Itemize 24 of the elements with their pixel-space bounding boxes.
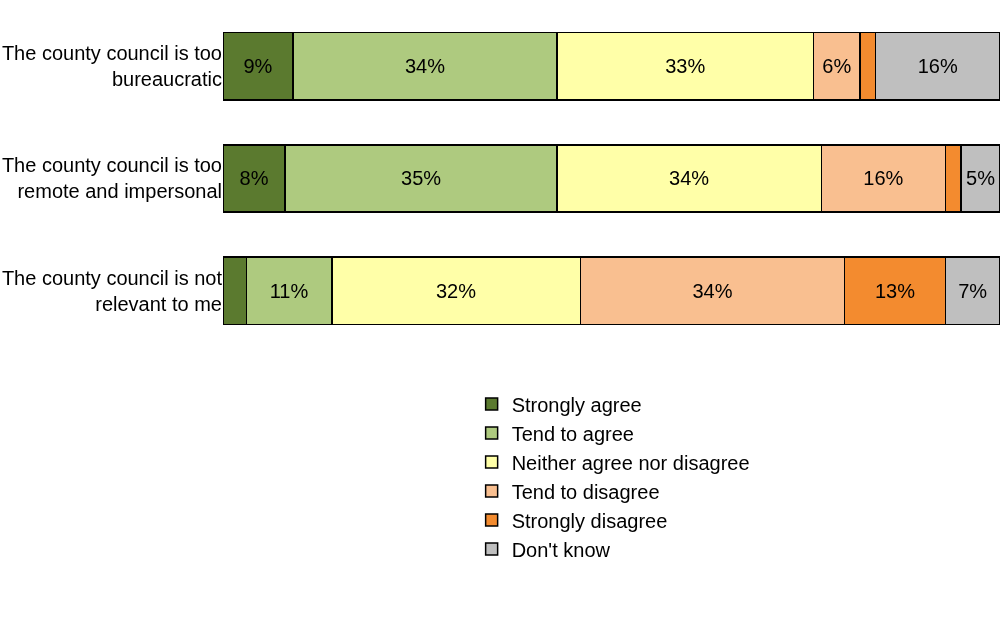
legend-label: Tend to disagree (511, 480, 660, 503)
data-label: 9% (243, 55, 273, 78)
data-label: 8% (239, 167, 269, 190)
y-tick-label: The county council is too bureaucratic (1, 42, 222, 91)
y-tick-label: The county council is too remote and impersonal (1, 154, 222, 203)
data-label: 16% (917, 55, 958, 78)
legend-label: Tend to agree (511, 422, 634, 445)
data-label: 34% (404, 55, 446, 78)
data-label: 33% (665, 55, 706, 78)
data-label: 35% (401, 167, 442, 190)
data-label: 13% (874, 279, 916, 302)
data-label: 34% (692, 279, 733, 302)
data-label: 16% (863, 167, 904, 190)
data-label: 5% (966, 167, 996, 190)
y-tick-label: The county council is not relevant to me (1, 266, 223, 315)
data-label: 32% (435, 279, 477, 302)
legend-label: Don't know (511, 538, 611, 561)
data-label: 6% (822, 55, 852, 78)
legend-label: Strongly agree (511, 393, 642, 416)
data-label: 11% (269, 279, 309, 302)
data-label: 34% (669, 167, 710, 190)
legend-label: Neither agree nor disagree (511, 451, 750, 474)
legend-label: Strongly disagree (511, 509, 668, 532)
data-label: 7% (958, 279, 988, 302)
